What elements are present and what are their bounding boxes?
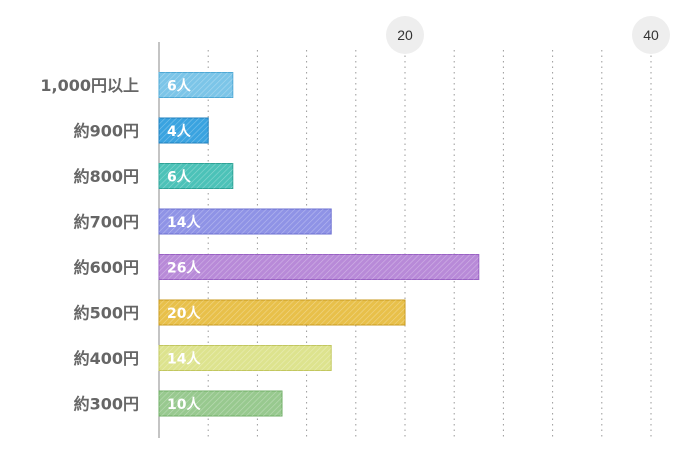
tick-label: 40 <box>643 27 659 43</box>
category-label: 約400円 <box>74 349 139 368</box>
bar-hatch <box>159 72 233 98</box>
bar-hatch <box>159 163 233 189</box>
category-label: 約800円 <box>74 167 139 186</box>
bar-value-label: 6人 <box>167 169 192 186</box>
category-label: 約900円 <box>74 122 139 141</box>
tick-badge <box>632 16 670 54</box>
bar-hatch <box>159 300 405 325</box>
bar-value-label: 20人 <box>167 305 201 322</box>
bar-hatch <box>159 345 332 371</box>
bar-value-label: 14人 <box>167 214 201 231</box>
category-label: 1,000円以上 <box>40 76 139 95</box>
bar-hatch <box>159 118 209 143</box>
bar-hatch <box>159 254 479 280</box>
category-label: 約500円 <box>74 304 139 323</box>
category-label: 約600円 <box>74 258 139 277</box>
bar-hatch <box>159 209 332 234</box>
tick-label: 20 <box>397 27 413 43</box>
bar-value-label: 10人 <box>167 396 201 413</box>
bar-value-label: 6人 <box>167 78 192 95</box>
grid-lines <box>207 50 652 438</box>
bar-value-label: 4人 <box>167 123 192 140</box>
bar-value-label: 14人 <box>167 351 201 368</box>
category-label: 約300円 <box>74 395 139 414</box>
axis-ticks: 20 40 <box>386 16 670 54</box>
tick-badge <box>386 16 424 54</box>
category-label: 約700円 <box>74 213 139 232</box>
bar-value-label: 26人 <box>167 260 201 277</box>
bar-hatch <box>159 391 282 416</box>
